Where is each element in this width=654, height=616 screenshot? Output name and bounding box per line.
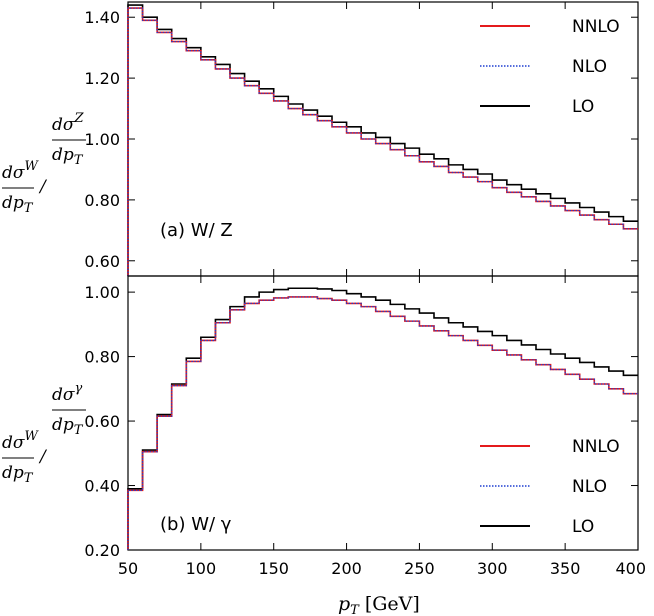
series-line-lo — [127, 287, 638, 550]
series-line-nlo — [127, 296, 638, 550]
series-line-nnlo — [127, 296, 638, 550]
panel-a-series — [127, 4, 638, 276]
y-tick-label: 0.80 — [84, 348, 120, 367]
series-line-nlo — [127, 7, 638, 276]
legend-label-nlo: NLO — [572, 57, 607, 77]
y-tick-label: 0.60 — [84, 252, 120, 271]
panel-a-y-axis-title: dσW dpT / dσZ dpT — [2, 111, 86, 216]
y-tick-label: 1.20 — [84, 69, 120, 88]
series-line-lo — [127, 4, 638, 276]
panel-a-ylabel-den-b: dpT — [52, 145, 84, 168]
panel-b-ylabel-den-b: dpT — [52, 415, 84, 438]
legend-label-nlo: NLO — [572, 477, 607, 497]
panel-b-legend: NNLO NLO LO — [480, 437, 620, 537]
y-tick-label: 1.00 — [84, 130, 120, 149]
panel-b-series — [127, 287, 638, 550]
x-tick-label: 150 — [258, 559, 289, 578]
panel-a-ylabel-num-b: dσZ — [52, 111, 85, 135]
panel-b-ylabel-num-a: dσW — [2, 429, 40, 453]
x-tick-label: 50 — [118, 559, 138, 578]
panel-b-frame — [127, 275, 639, 551]
y-tick-label: 0.80 — [84, 191, 120, 210]
x-tick-label: 200 — [331, 559, 362, 578]
panel-b-ylabel-num-b: dσγ — [52, 381, 83, 405]
legend-label-lo: LO — [572, 517, 594, 537]
panel-a: 0.600.801.001.201.40 (a) W/ Z NNLONLOLO … — [2, 1, 639, 277]
legend-label-nnlo: NNLO — [572, 17, 620, 37]
panel-b-y-axis-title: dσW dpT / dσγ dpT — [2, 381, 86, 486]
y-tick-label: 1.40 — [84, 8, 120, 27]
x-tick-label: 250 — [404, 559, 435, 578]
y-tick-label: 0.40 — [84, 477, 120, 496]
legend-label-nnlo: NNLO — [572, 437, 620, 457]
y-tick-label: 1.00 — [84, 283, 120, 302]
x-tick-label: 300 — [477, 559, 508, 578]
panel-a-label: (a) W/ Z — [160, 220, 233, 241]
panel-b: 0.20 0.40 0.60 0.80 1.00 50 100 150 200 250 300 35… — [2, 275, 646, 578]
y-tick-label: 0.60 — [84, 412, 120, 431]
panel-a-ylabel-num-a: dσW — [2, 159, 40, 183]
x-axis-title: pT [GeV] — [338, 593, 420, 616]
panel-b-label: (b) W/ γ — [160, 514, 232, 535]
panel-a-ylabel-slash: / — [38, 177, 48, 197]
panel-a-y-ticks: 0.60 0.80 1.00 1.20 1.40 — [84, 2, 638, 276]
x-tick-label: 100 — [186, 559, 217, 578]
panel-b-y-ticks: 0.20 0.40 0.60 0.80 1.00 — [84, 283, 638, 560]
panel-a-ylabel-den-a: dpT — [2, 193, 34, 216]
panel-b-ylabel-slash: / — [38, 447, 48, 467]
y-tick-label: 0.20 — [84, 541, 120, 560]
panel-a-legend: NNLO NLO LO — [480, 17, 620, 117]
x-tick-label: 350 — [550, 559, 581, 578]
x-tick-label: 400 — [615, 559, 646, 578]
panel-b-ylabel-den-a: dpT — [2, 463, 34, 486]
panel-b-x-ticks: 50 100 150 200 250 300 350 400 — [118, 276, 646, 578]
legend-label-lo: LO — [572, 97, 594, 117]
